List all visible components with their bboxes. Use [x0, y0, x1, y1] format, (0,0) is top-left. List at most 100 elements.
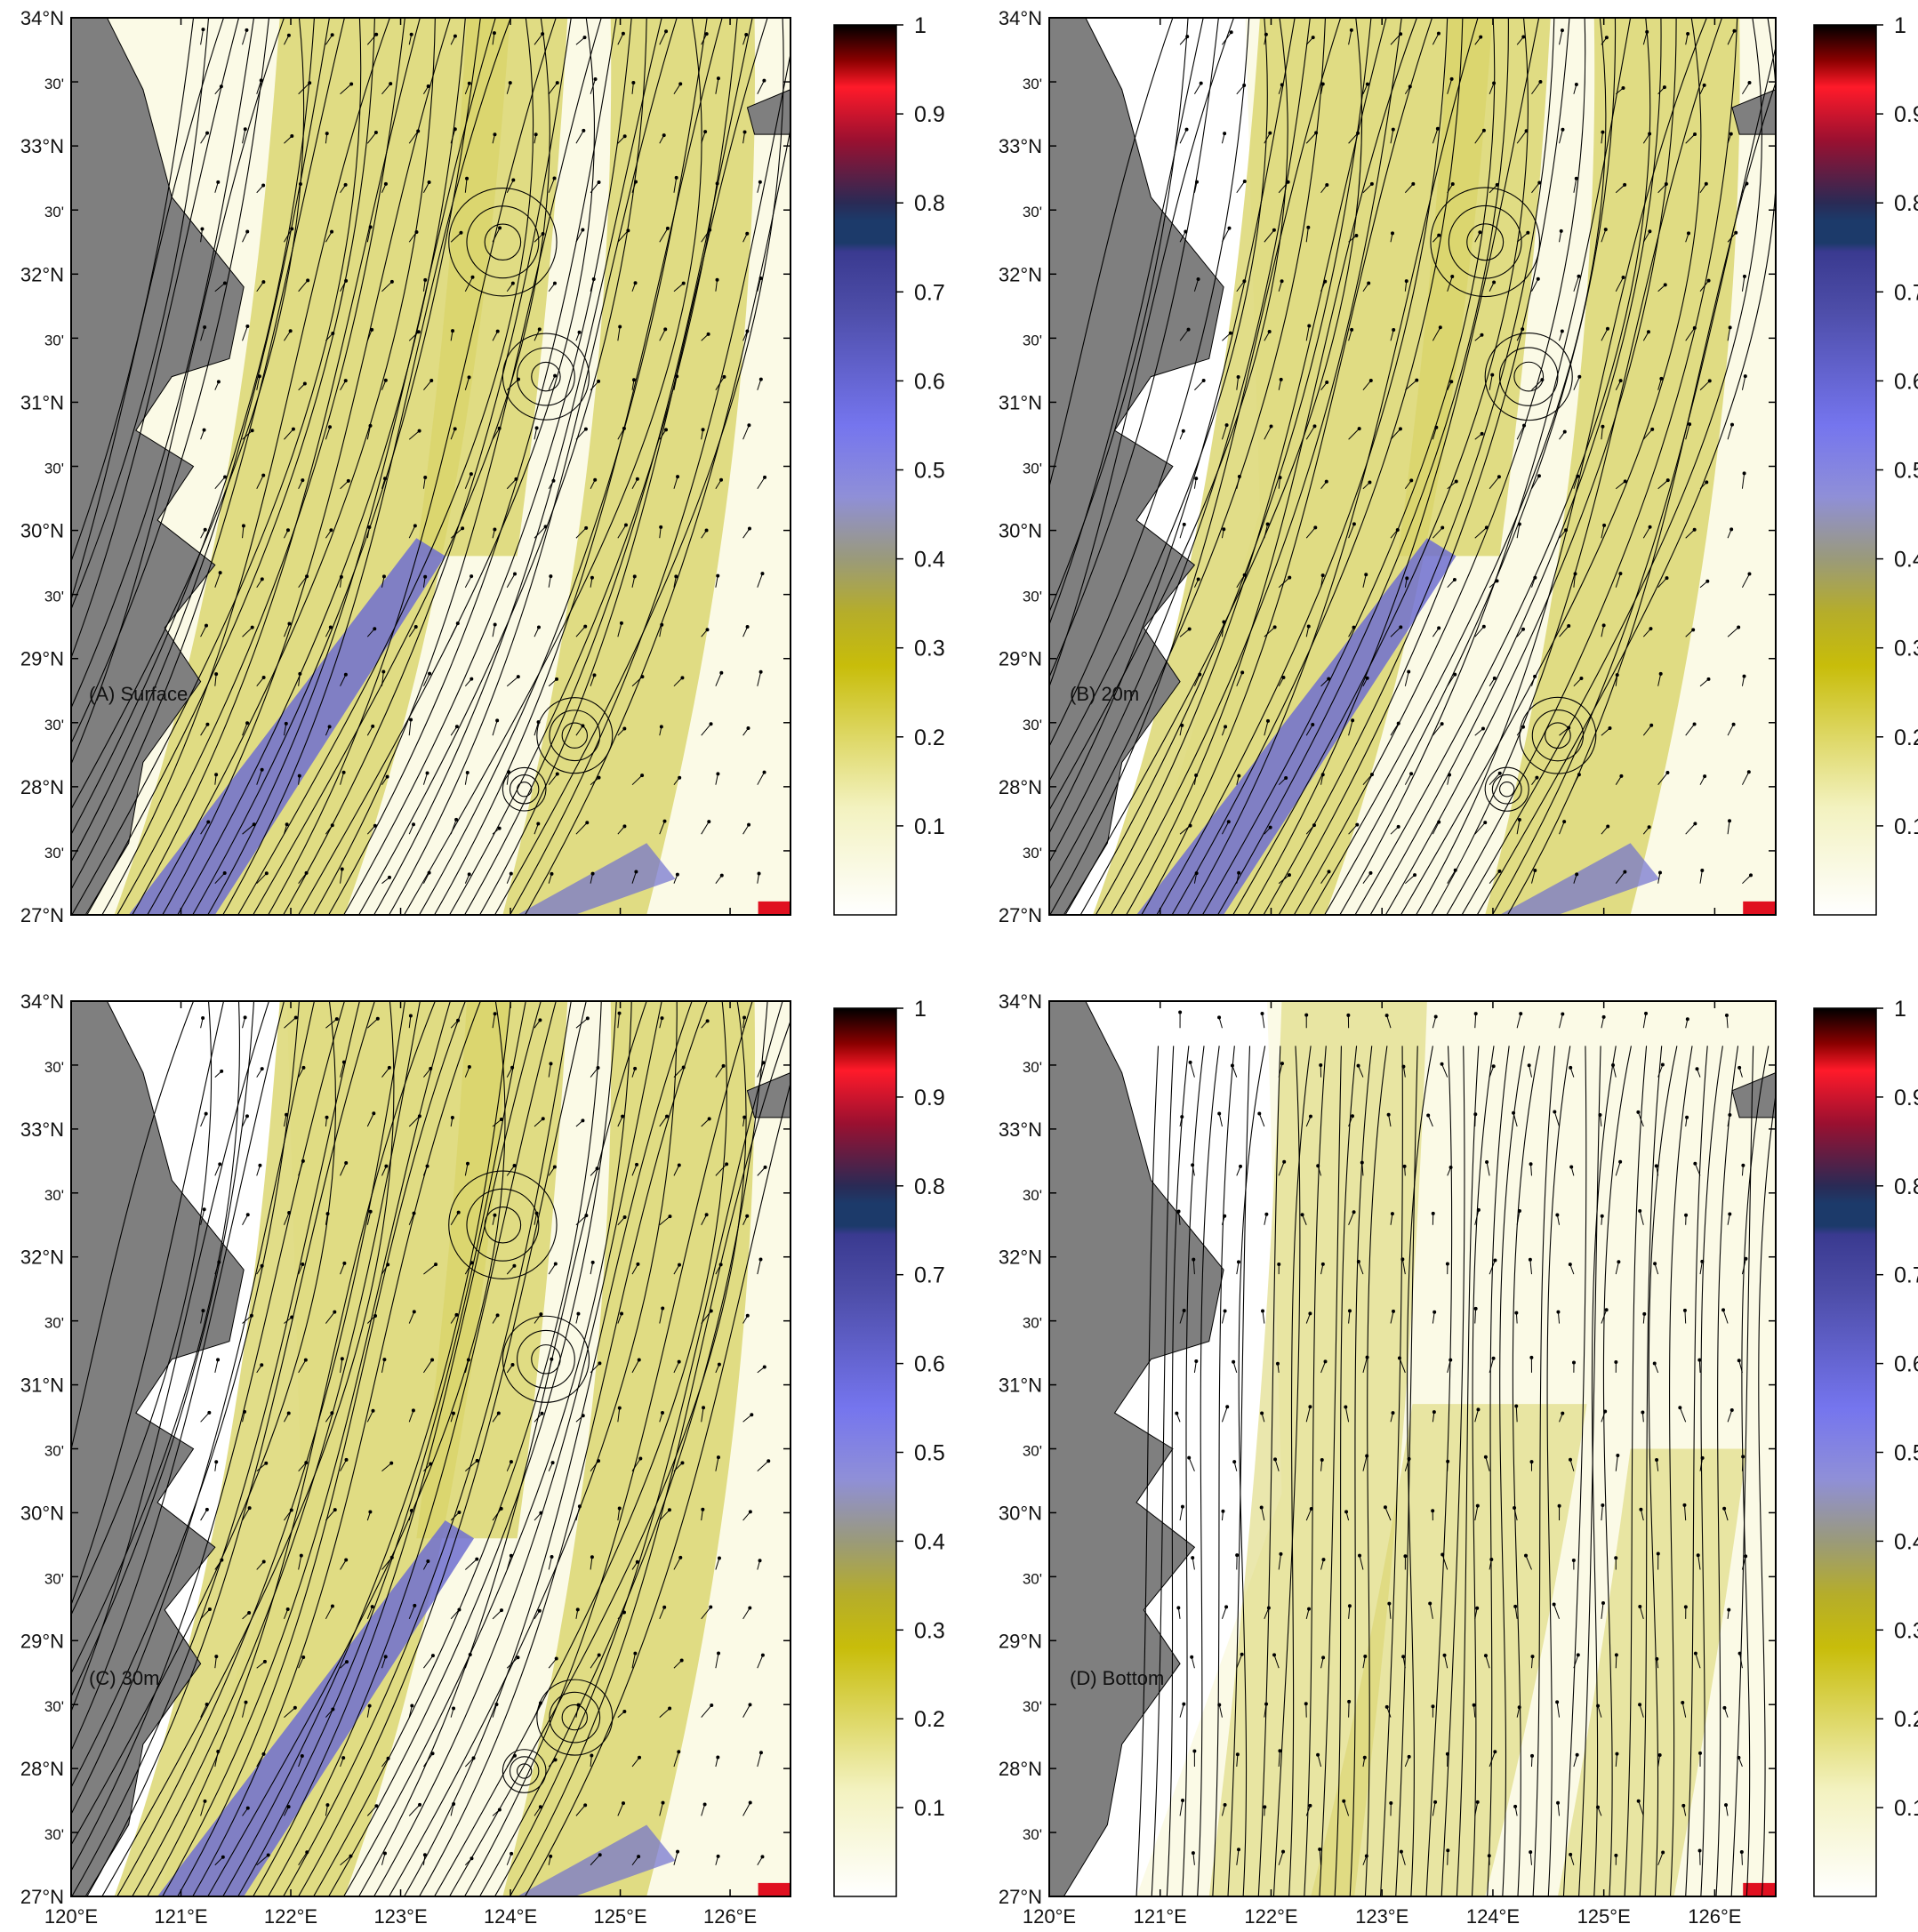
vector-head	[1279, 377, 1283, 381]
vector-head	[709, 1605, 713, 1609]
eddy-ring	[484, 1206, 522, 1244]
vector-arrow	[715, 1558, 720, 1570]
vector-arrow	[673, 1067, 685, 1078]
vector-head	[747, 822, 751, 827]
fast-current-jet	[517, 843, 676, 915]
vector-head	[1178, 1010, 1183, 1014]
vector-head	[1401, 1655, 1406, 1659]
vector-arrow	[256, 1855, 269, 1866]
streamline	[207, 18, 496, 915]
vector-head	[1347, 1699, 1352, 1704]
vector-arrow	[1264, 524, 1269, 539]
streamline	[237, 18, 534, 915]
vector-head	[1223, 1214, 1227, 1218]
vector-arrow	[408, 1605, 415, 1620]
vector-arrow	[1404, 183, 1414, 194]
vector-arrow	[1264, 720, 1269, 736]
lat-tick-label: 30°N	[999, 1502, 1042, 1524]
vector-arrow	[1615, 1753, 1617, 1768]
lat-tick-label: 28°N	[20, 776, 64, 798]
vector-arrow	[701, 723, 711, 736]
colorbar-tick-label: 1	[1894, 13, 1906, 38]
vector-head	[762, 1365, 766, 1369]
vector-arrow	[340, 1062, 345, 1078]
vector-arrow	[506, 379, 519, 391]
vector-head	[555, 81, 559, 85]
vector-head	[1284, 776, 1288, 781]
vector-head	[1601, 1014, 1606, 1019]
vector-head	[1567, 624, 1571, 629]
vector-arrow	[214, 1164, 221, 1176]
streamline	[237, 1001, 526, 1896]
vector-head	[1537, 180, 1542, 185]
vector-head	[249, 1313, 253, 1318]
vector-arrow	[701, 821, 710, 835]
vector-head	[665, 226, 670, 230]
vector-arrow	[1639, 1210, 1644, 1225]
vector-head	[331, 331, 335, 335]
island	[1731, 1072, 1776, 1118]
vector-head	[1729, 132, 1733, 136]
vector-head	[1538, 79, 1543, 84]
vector-head	[375, 1016, 380, 1021]
vector-arrow	[242, 1116, 248, 1127]
vector-head	[681, 281, 686, 285]
current-speed-band	[502, 1001, 756, 1896]
vector-arrow	[1741, 772, 1750, 785]
vector-head	[597, 1459, 601, 1463]
vector-arrow	[283, 723, 287, 736]
vector-head	[1742, 471, 1746, 476]
vector-arrow	[422, 181, 430, 193]
vector-head	[1347, 1604, 1352, 1608]
vector-head	[621, 1801, 625, 1806]
vector-arrow	[742, 132, 746, 144]
vector-arrow	[381, 281, 393, 293]
vector-head	[553, 1262, 558, 1266]
vector-head	[1223, 1803, 1227, 1808]
vector-arrow	[422, 1359, 433, 1374]
vector-head	[1557, 1503, 1561, 1508]
vector-head	[534, 1211, 539, 1215]
vector-head	[667, 1508, 671, 1512]
vector-arrow	[1657, 772, 1668, 786]
vector-arrow	[325, 1606, 333, 1620]
vector-arrow	[200, 1113, 207, 1127]
vector-arrow	[1657, 1064, 1664, 1078]
vector-head	[217, 1260, 221, 1264]
vector-arrow	[298, 1656, 304, 1669]
vector-arrow	[1192, 1165, 1195, 1176]
vector-head	[1480, 333, 1484, 337]
vector-arrow	[1601, 132, 1603, 144]
streamline	[1201, 18, 1496, 915]
vector-arrow	[450, 429, 456, 440]
eddy-ring	[1448, 204, 1522, 279]
vector-arrow	[1221, 1607, 1227, 1619]
vector-head	[1321, 1558, 1326, 1562]
vector-arrow	[464, 1559, 477, 1570]
vector-arrow	[1362, 1357, 1368, 1374]
vector-head	[623, 523, 628, 527]
vector-arrow	[659, 821, 665, 835]
vector-head	[247, 1506, 252, 1511]
vector-head	[742, 130, 747, 134]
vector-arrow	[575, 626, 586, 637]
eddy-ring	[561, 722, 589, 749]
vector-arrow	[659, 1116, 668, 1127]
vector-arrow	[1615, 1262, 1619, 1275]
vector-head	[663, 327, 668, 332]
vector-head	[1356, 131, 1360, 135]
vector-head	[677, 1359, 681, 1364]
vector-head	[633, 1066, 638, 1070]
vector-head	[1368, 870, 1373, 875]
vector-arrow	[631, 676, 643, 687]
lat-tick-label: 28°N	[20, 1758, 64, 1780]
vector-head	[261, 1752, 266, 1756]
vector-arrow	[1278, 1751, 1280, 1768]
vector-head	[1695, 1067, 1699, 1071]
vector-head	[1242, 84, 1247, 88]
vector-head	[676, 1849, 680, 1854]
vector-head	[555, 772, 559, 776]
lat-tick-label: 30'	[1023, 204, 1042, 220]
vector-head	[303, 1358, 308, 1362]
vector-arrow	[256, 1165, 261, 1176]
